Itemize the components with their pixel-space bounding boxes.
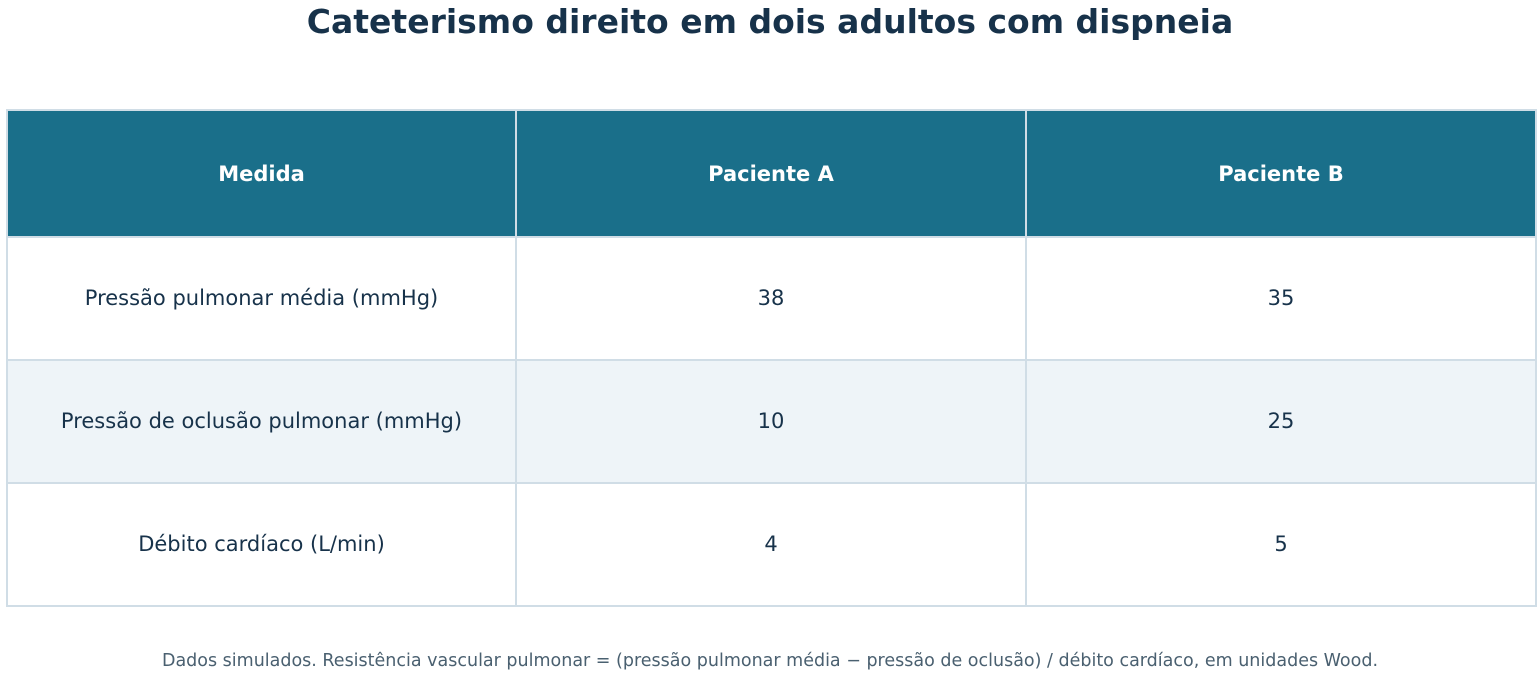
- cell-patient-a: 4: [515, 482, 1027, 607]
- column-header-medida: Medida: [6, 109, 517, 238]
- cell-measure: Pressão de oclusão pulmonar (mmHg): [6, 359, 517, 484]
- table-header-row: Medida Paciente A Paciente B: [6, 109, 1537, 238]
- data-table: Medida Paciente A Paciente B Pressão pul…: [6, 109, 1537, 607]
- table-row: Débito cardíaco (L/min) 4 5: [6, 482, 1537, 607]
- column-header-paciente-a: Paciente A: [515, 109, 1027, 238]
- cell-measure: Débito cardíaco (L/min): [6, 482, 517, 607]
- cell-patient-b: 5: [1025, 482, 1537, 607]
- cell-patient-a: 38: [515, 236, 1027, 361]
- cell-patient-b: 35: [1025, 236, 1537, 361]
- table-row: Pressão pulmonar média (mmHg) 38 35: [6, 236, 1537, 361]
- cell-patient-b: 25: [1025, 359, 1537, 484]
- chart-title: Cateterismo direito em dois adultos com …: [306, 2, 1234, 41]
- column-header-paciente-b: Paciente B: [1025, 109, 1537, 238]
- footnote: Dados simulados. Resistência vascular pu…: [161, 651, 1379, 671]
- cell-patient-a: 10: [515, 359, 1027, 484]
- cell-measure: Pressão pulmonar média (mmHg): [6, 236, 517, 361]
- table-row: Pressão de oclusão pulmonar (mmHg) 10 25: [6, 359, 1537, 484]
